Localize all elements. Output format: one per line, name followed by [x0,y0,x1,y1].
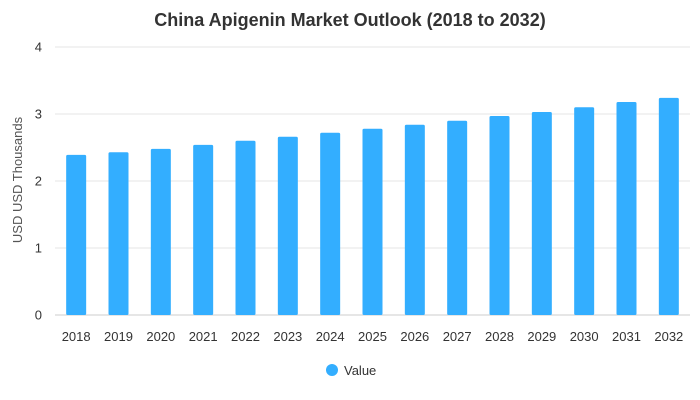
x-tick-label: 2024 [316,329,345,344]
y-tick-labels: 0 1 2 3 4 [35,40,42,323]
x-tick-label: 2026 [400,329,429,344]
y-tick-label: 3 [35,107,42,122]
bar-2020[interactable] [150,148,171,315]
bar-2025[interactable] [362,128,383,315]
y-tick-label: 0 [35,308,42,323]
y-tick-label: 1 [35,241,42,256]
y-tick-label: 2 [35,174,42,189]
bar-2018[interactable] [66,154,87,315]
bar-2028[interactable] [489,116,510,315]
bar-2031[interactable] [616,101,637,315]
bar-2032[interactable] [658,97,679,315]
legend[interactable]: Value [326,363,376,378]
x-tick-label: 2029 [527,329,556,344]
x-tick-label: 2028 [485,329,514,344]
x-tick-label: 2018 [62,329,91,344]
bar-2019[interactable] [108,152,129,315]
x-tick-label: 2031 [612,329,641,344]
bars [66,97,679,316]
x-tick-label: 2020 [146,329,175,344]
x-tick-label: 2019 [104,329,133,344]
bar-2024[interactable] [320,132,341,315]
bar-2030[interactable] [574,107,595,315]
bar-2022[interactable] [235,140,256,315]
bar-2027[interactable] [447,120,468,315]
x-tick-label: 2022 [231,329,260,344]
bar-2026[interactable] [404,124,425,315]
y-tick-label: 4 [35,40,42,55]
legend-swatch-value [326,364,338,376]
x-tick-label: 2025 [358,329,387,344]
x-tick-label: 2027 [443,329,472,344]
bar-2029[interactable] [531,111,552,316]
chart-title: China Apigenin Market Outlook (2018 to 2… [154,10,545,30]
x-tick-label: 2023 [273,329,302,344]
x-tick-labels: 2018 2019 2020 2021 2022 2023 2024 2025 2026 2027… [62,329,684,344]
bar-2021[interactable] [193,144,214,315]
x-tick-label: 2021 [189,329,218,344]
bar-2023[interactable] [277,136,298,315]
x-tick-label: 2030 [570,329,599,344]
y-axis-label: USD USD Thousands [10,116,25,243]
x-tick-label: 2032 [654,329,683,344]
legend-label-value: Value [344,363,376,378]
